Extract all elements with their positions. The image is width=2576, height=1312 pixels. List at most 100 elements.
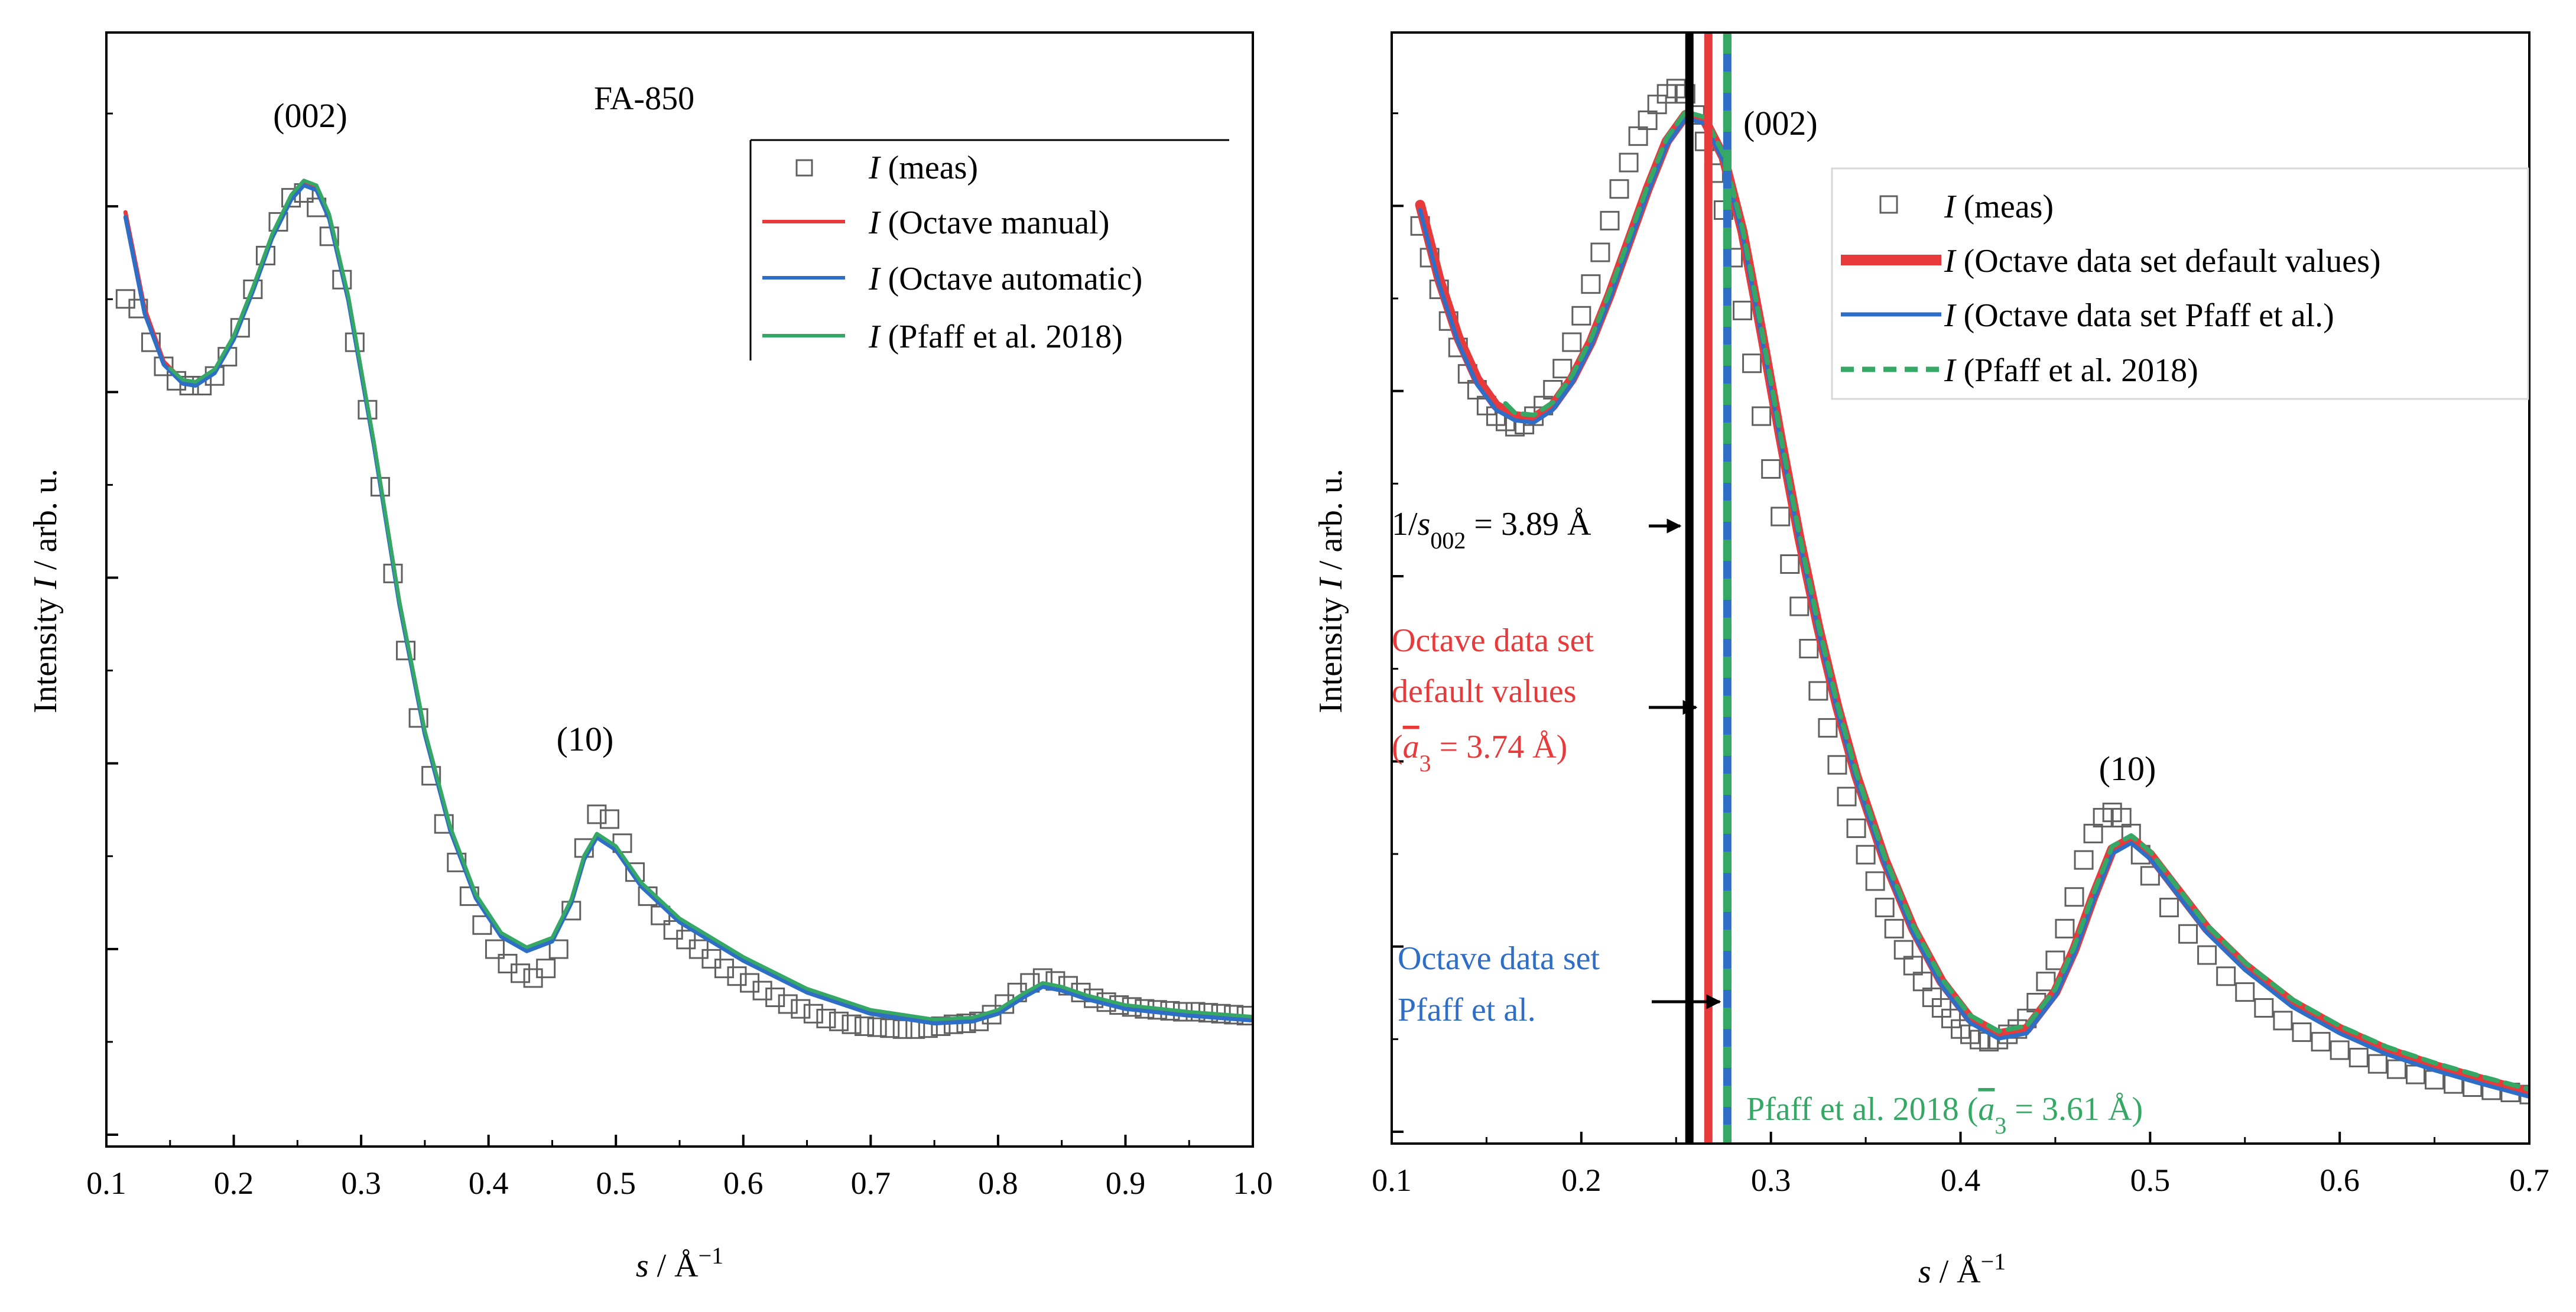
meas-point [2159,898,2179,918]
right-plot-area [1410,79,2529,1105]
svg-text:I (Octave automatic): I (Octave automatic) [868,261,1142,297]
legend-symbol: I [1944,297,1957,334]
svg-text:I (Pfaff et al. 2018): I (Pfaff et al. 2018) [1944,352,2198,389]
right-annotation-002: (002) [1743,104,1818,142]
meas-point [1761,459,1781,479]
x-tick-label: 0.5 [2130,1162,2171,1198]
legend-symbol: I [1944,243,1957,280]
meas-point [1884,918,1904,938]
meas-point [587,804,607,824]
left-legend-entry-meas: I (meas) [795,150,978,186]
meas-point [1846,818,1866,838]
meas-point [1818,718,1838,738]
meas-point [1808,681,1828,701]
svg-text:Octave data set: Octave data set [1392,622,1594,659]
legend-label: (Octave data set default values) [1955,243,2381,280]
right-vertical-lines [1685,33,1732,1144]
left-legend: I (meas) I (Octave manual) I (Octave aut… [749,139,1229,361]
left-x-ticks: 0.1 0.2 0.3 0.4 0.5 0.6 0.7 0.8 0.9 1.0 [86,1135,1273,1201]
meas-point [472,915,492,935]
legend-label: (meas) [1955,189,2054,225]
svg-text:default values: default values [1392,673,1577,710]
meas-point [2216,966,2236,986]
meas-point [1742,353,1762,374]
meas-point [1780,554,1800,574]
x-tick-label: 0.8 [978,1165,1018,1201]
meas-point [2235,982,2255,1002]
x-tick-label: 0.9 [1106,1165,1146,1201]
right-legend: I (meas) I (Octave data set default valu… [1831,167,2529,400]
meas-point [740,973,760,993]
right-legend-entry-pfaff2018: I (Pfaff et al. 2018) [1841,352,2198,389]
meas-point [1837,787,1857,807]
svg-text:I (Octave data set Pfaff et al: I (Octave data set Pfaff et al.) [1944,297,2334,334]
meas-point [1619,152,1639,173]
right-x-axis-label: s / Å−1 [1918,1248,2006,1291]
meas-point [548,939,569,959]
meas-point [1733,300,1753,320]
meas-point [281,188,301,208]
left-legend-entry-automatic: I (Octave automatic) [762,261,1142,297]
meas-point [727,966,747,986]
meas-point [2178,924,2198,944]
svg-text:I (Octave data set default val: I (Octave data set default values) [1944,243,2381,280]
label-octave-default: Octave data set default values (a3 = 3.7… [1392,622,1698,777]
meas-point [2197,945,2217,965]
meas-point [714,959,734,979]
x-tick-label: 0.7 [851,1165,891,1201]
meas-point [2292,1022,2312,1043]
svg-text:Pfaff et al.: Pfaff et al. [1398,992,1536,1028]
right-annotation-10: (10) [2099,749,2156,788]
meas-point [421,766,441,786]
meas-point [752,980,772,1001]
label-inv-s002: 1/s002 = 3.89 Å [1392,506,1682,554]
label-octave-pfaff: Octave data set Pfaff et al. [1398,940,1721,1028]
svg-text:I (meas): I (meas) [1944,189,2054,225]
x-tick-label: 1.0 [1233,1165,1273,1201]
right-legend-box [1831,167,2529,400]
right-legend-entry-pfaffset: I (Octave data set Pfaff et al.) [1841,297,2334,334]
x-tick-label: 0.2 [214,1165,254,1201]
meas-point [599,809,619,829]
svg-text:Octave data set: Octave data set [1398,940,1600,977]
svg-text:1/s002 = 3.89 Å: 1/s002 = 3.89 Å [1392,506,1591,554]
meas-point [892,1019,912,1039]
left-legend-entry-pfaff: I (Pfaff et al. 2018) [762,319,1123,355]
meas-point [243,280,263,299]
meas-point [1856,845,1876,865]
legend-symbol: I [868,204,881,241]
meas-point [511,963,531,983]
svg-text:I (Octave manual): I (Octave manual) [868,204,1109,241]
meas-point [2311,1032,2331,1052]
svg-text:(a3 = 3.74 Å): (a3 = 3.74 Å) [1392,729,1567,777]
meas-point [2140,866,2160,886]
meas-point [2254,998,2274,1018]
svg-text:I (Pfaff et al. 2018): I (Pfaff et al. 2018) [868,319,1123,355]
label-pfaff-2018: Pfaff et al. 2018 (a3 = 3.61 Å) [1746,1091,2143,1139]
square-marker-icon [795,159,813,177]
meas-point [1865,871,1885,891]
legend-symbol: I [868,319,881,355]
panel-left: 0.1 0.2 0.3 0.4 0.5 0.6 0.7 0.8 0.9 1.0 s / Å−1 I… [27,31,1273,1284]
meas-point [867,1017,887,1037]
meas-point [855,1016,875,1036]
meas-point [765,988,785,1008]
left-legend-entry-manual: I (Octave manual) [762,204,1109,241]
meas-point [778,994,798,1014]
meas-point [1827,755,1847,775]
legend-label: (Octave manual) [880,204,1110,241]
meas-point [1771,506,1791,527]
meas-point [2273,1011,2293,1031]
meas-point [1609,179,1629,199]
left-y-axis-label: Intensity I / arb. u. [27,469,64,713]
meas-point [931,1016,951,1036]
x-tick-label: 0.4 [1941,1162,1981,1198]
meas-point [1875,898,1895,918]
series-line-2 [123,183,1253,1026]
right-y-axis-label: Intensity I / arb. u. [1313,469,1349,713]
meas-point [2330,1040,2350,1060]
series-line-3 [1503,109,2529,1092]
x-tick-label: 0.3 [341,1165,381,1201]
series-line-1 [123,181,1253,1024]
